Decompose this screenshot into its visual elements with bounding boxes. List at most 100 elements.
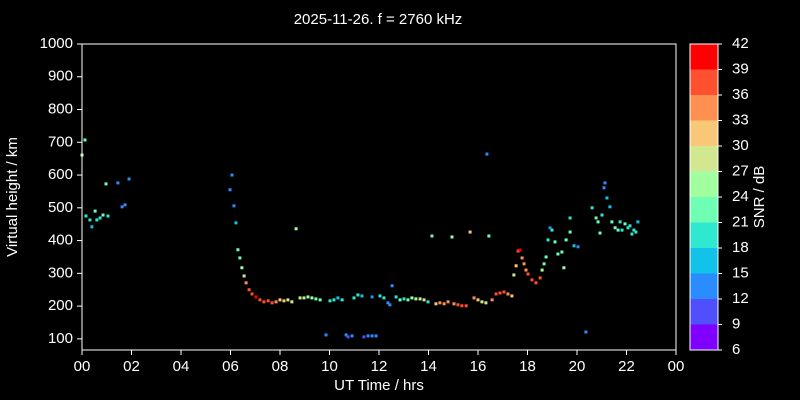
point [538,276,542,280]
point [576,245,580,249]
point [352,296,356,300]
point [306,295,310,299]
colorbar-tick-label: 36 [732,86,749,103]
colorbar-tick-label: 24 [732,188,749,205]
point [530,278,534,282]
point [406,298,410,302]
colorbar-tick-label: 6 [732,341,740,358]
point [550,228,554,232]
colorbar-segment [690,171,718,197]
y-tick-label: 900 [48,68,73,85]
point [258,298,262,302]
point [526,272,530,276]
point [360,294,364,298]
point [608,205,612,209]
point [83,138,87,142]
point [524,268,528,272]
point [318,298,322,302]
point [390,284,394,288]
point [242,274,246,278]
point [402,297,406,301]
point [370,295,374,299]
colorbar-tick-label: 39 [732,60,749,77]
point [476,298,480,302]
point [506,292,510,296]
point [584,330,588,334]
point [98,216,102,220]
colorbar-segment [690,324,718,350]
point [250,292,254,296]
x-tick-label: 22 [618,358,635,375]
point [290,300,294,304]
point [540,268,544,272]
point [270,301,274,305]
point [88,218,92,222]
point [630,232,634,236]
point [123,203,127,207]
point [398,298,402,302]
point [328,299,332,303]
point [266,299,270,303]
y-tick-label: 700 [48,133,73,150]
point [628,224,632,228]
point [464,304,468,308]
point [310,296,314,300]
point [472,296,476,300]
point [244,281,248,285]
point [90,225,94,229]
point [598,231,602,235]
x-tick-label: 16 [470,358,487,375]
point [274,300,278,304]
point [542,262,546,266]
colorbar-tick-label: 18 [732,239,749,256]
point [410,296,414,300]
x-axis-label: UT Time / hrs [334,377,424,394]
point [362,335,366,339]
y-tick-label: 1000 [40,35,73,52]
point [294,227,298,231]
x-tick-label: 04 [173,358,190,375]
point [534,281,538,285]
point [460,304,464,308]
point [632,228,636,232]
point [388,303,392,307]
y-tick-label: 600 [48,166,73,183]
point [344,333,348,337]
colorbar-tick-label: 27 [732,162,749,179]
x-tick-label: 06 [222,358,239,375]
point [480,300,484,304]
point [247,288,251,292]
point [572,244,576,248]
point [350,334,354,338]
point [346,335,350,339]
point [613,226,617,230]
point [254,295,258,299]
point [104,182,108,186]
colorbar-segment [690,248,718,274]
colorbar-tick-label: 15 [732,264,749,281]
point [278,298,282,302]
x-tick-label: 08 [272,358,289,375]
point [382,296,386,300]
point [414,297,418,301]
colorbar-segment [690,146,718,172]
colorbar-tick-label: 21 [732,213,749,230]
point [487,234,491,238]
point [324,333,328,337]
point [590,206,594,210]
colorbar-tick-label: 30 [732,137,749,154]
point [238,256,242,260]
point [610,220,614,224]
point [418,297,422,301]
point [636,220,640,224]
point [546,238,550,242]
point [452,302,456,306]
point [386,301,390,305]
colorbar-segment [690,95,718,121]
x-tick-label: 00 [74,358,91,375]
point [468,230,472,234]
point [84,214,88,218]
point [120,205,124,209]
point [522,262,526,266]
point [603,181,607,185]
